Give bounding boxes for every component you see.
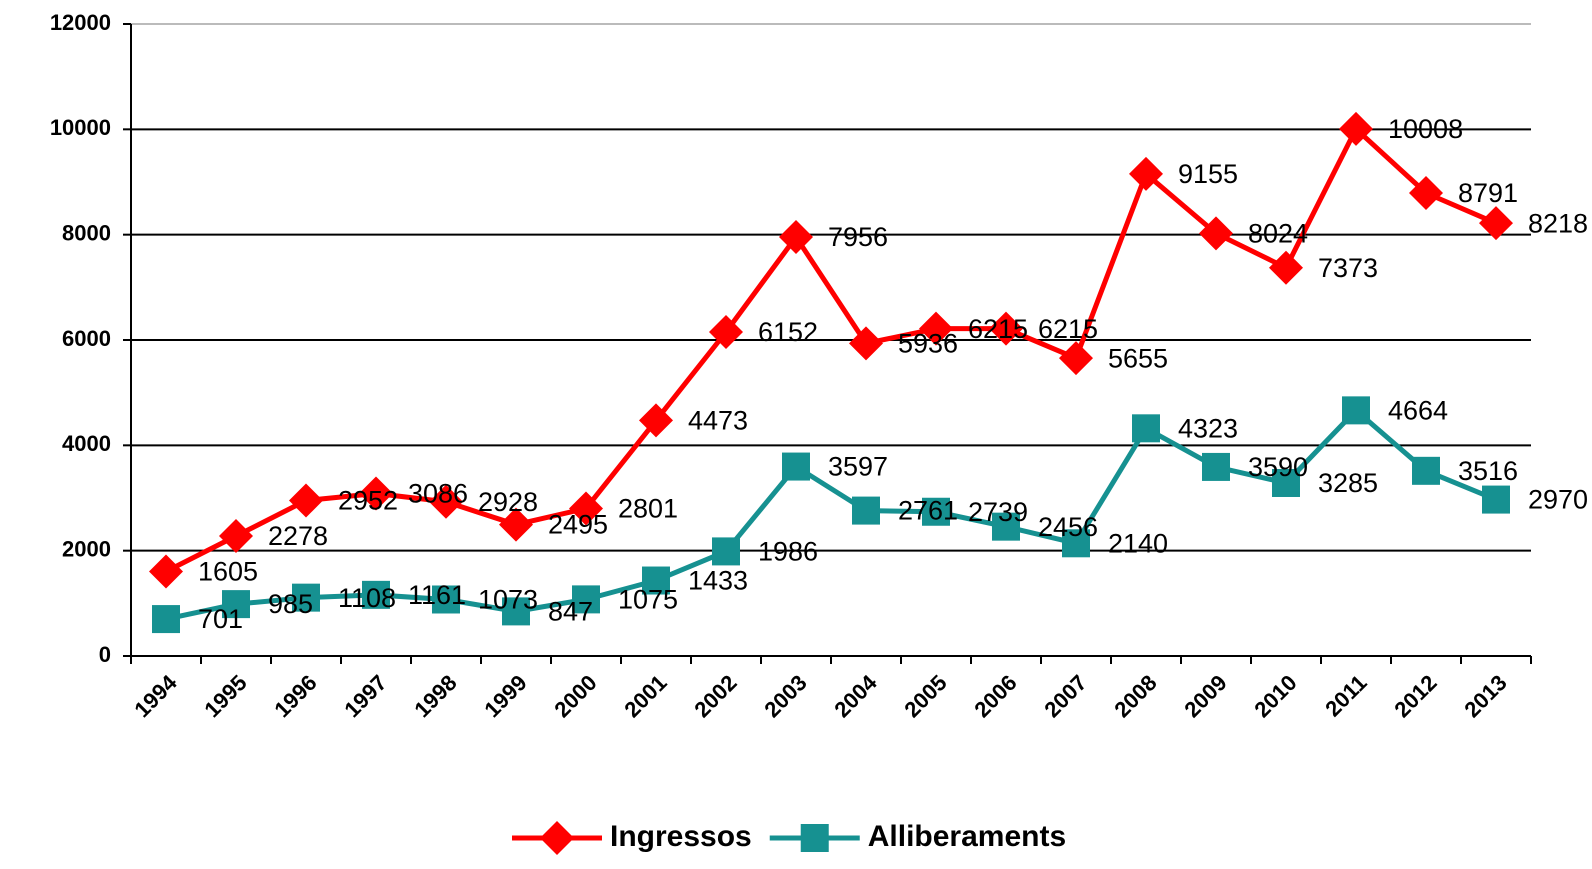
data-label: 1108: [338, 583, 396, 613]
data-label: 985: [268, 589, 313, 619]
data-label: 2952: [338, 486, 398, 516]
x-tick-label: 2009: [1179, 670, 1231, 722]
data-label: 1075: [618, 585, 678, 615]
data-label: 3285: [1318, 468, 1378, 498]
x-tick-label: 2011: [1320, 670, 1371, 721]
marker: [782, 453, 810, 481]
marker: [1132, 414, 1160, 442]
data-label: 1161: [408, 580, 466, 610]
marker: [289, 484, 323, 518]
marker: [1269, 251, 1303, 285]
marker: [852, 497, 880, 525]
x-tick-label: 1996: [269, 670, 321, 722]
marker: [1412, 457, 1440, 485]
y-tick-label: 12000: [50, 10, 111, 35]
x-tick-label: 1999: [479, 670, 531, 722]
data-label: 4664: [1388, 395, 1448, 425]
y-tick-label: 10000: [50, 115, 111, 140]
x-tick-label: 1995: [199, 670, 251, 722]
data-label: 847: [548, 597, 593, 627]
data-label: 3597: [828, 452, 888, 482]
data-label: 8791: [1458, 178, 1518, 208]
x-tick-label: 2005: [899, 670, 951, 722]
data-label: 2739: [968, 497, 1028, 527]
data-label: 5655: [1108, 343, 1168, 373]
y-tick-label: 0: [99, 642, 111, 667]
x-tick-label: 2013: [1459, 670, 1511, 722]
data-label: 2761: [898, 496, 958, 526]
x-tick-label: 2010: [1249, 670, 1301, 722]
marker: [712, 537, 740, 565]
marker: [1202, 453, 1230, 481]
data-label: 2928: [478, 487, 538, 517]
data-label: 10008: [1388, 114, 1463, 144]
data-label: 9155: [1178, 159, 1238, 189]
marker: [849, 326, 883, 360]
legend-label: Ingressos: [610, 820, 752, 853]
marker: [1059, 341, 1093, 375]
data-label: 2278: [268, 521, 328, 551]
legend-label: Alliberaments: [868, 820, 1066, 853]
x-tick-label: 2000: [549, 670, 601, 722]
marker: [801, 824, 829, 852]
marker: [152, 605, 180, 633]
x-tick-label: 2003: [759, 670, 811, 722]
y-tick-label: 6000: [62, 326, 111, 351]
data-label: 3516: [1458, 456, 1518, 486]
marker: [149, 554, 183, 588]
x-tick-label: 1998: [409, 670, 461, 722]
marker: [779, 220, 813, 254]
data-label: 6215: [1038, 314, 1098, 344]
data-label: 701: [198, 604, 243, 634]
data-label: 6152: [758, 317, 818, 347]
x-tick-label: 2012: [1389, 670, 1441, 722]
data-label: 7956: [828, 222, 888, 252]
data-label: 2456: [1038, 512, 1098, 542]
x-tick-label: 2002: [689, 670, 741, 722]
marker: [1342, 396, 1370, 424]
x-tick-label: 2006: [969, 670, 1021, 722]
data-label: 1433: [688, 566, 748, 596]
x-tick-label: 2004: [829, 669, 882, 722]
data-label: 6215: [968, 314, 1028, 344]
y-tick-label: 8000: [62, 220, 111, 245]
data-label: 4323: [1178, 413, 1238, 443]
data-label: 8218: [1528, 208, 1588, 238]
y-tick-label: 2000: [62, 536, 111, 561]
marker: [1482, 486, 1510, 514]
x-tick-label: 2001: [619, 670, 671, 722]
data-label: 7373: [1318, 253, 1378, 283]
data-label: 2140: [1108, 528, 1168, 558]
marker: [219, 519, 253, 553]
data-label: 2495: [548, 510, 608, 540]
marker: [540, 821, 574, 855]
data-label: 2801: [618, 494, 678, 524]
data-label: 8024: [1248, 219, 1308, 249]
data-label: 5936: [898, 328, 958, 358]
data-label: 3590: [1248, 452, 1308, 482]
x-tick-label: 1997: [339, 670, 391, 722]
data-label: 1605: [198, 557, 258, 587]
x-tick-label: 2008: [1109, 670, 1161, 722]
data-label: 3086: [408, 479, 468, 509]
data-label: 2970: [1528, 485, 1588, 515]
x-tick-label: 2007: [1039, 670, 1091, 722]
data-label: 1986: [758, 537, 818, 567]
y-tick-label: 4000: [62, 431, 111, 456]
data-label: 4473: [688, 406, 748, 436]
chart: 0 2000 4000 6000 8000 10000 12000 1994 1995 1996 1…: [0, 0, 1592, 869]
x-tick-label: 1994: [129, 669, 182, 722]
data-label: 1073: [478, 585, 538, 615]
